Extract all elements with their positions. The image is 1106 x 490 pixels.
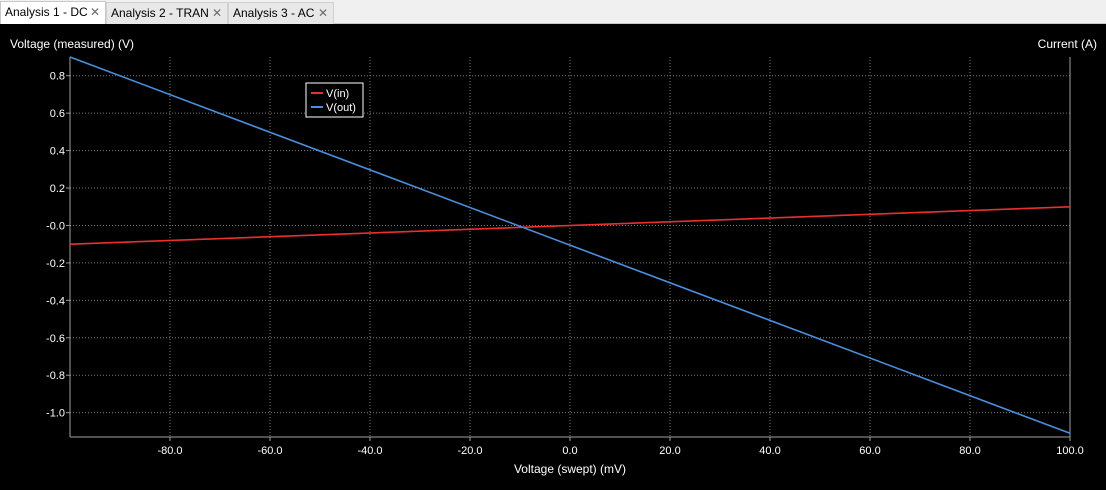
close-icon[interactable]: ✕ xyxy=(317,6,328,20)
series-line-vout xyxy=(69,56,1071,435)
y-tick-label: -0.0 xyxy=(46,220,65,232)
x-axis-title: Voltage (swept) (mV) xyxy=(514,462,626,476)
y-tick-label: 0.6 xyxy=(50,108,65,120)
tab-analysis-1[interactable]: Analysis 1 - DC ✕ xyxy=(0,1,106,24)
y-tick-label: 0.4 xyxy=(50,146,65,158)
x-tick-label: -40.0 xyxy=(357,445,382,457)
x-tick-label: 20.0 xyxy=(659,445,680,457)
tab-bar: Analysis 1 - DC ✕ Analysis 2 - TRAN ✕ An… xyxy=(0,0,1106,24)
y-axis-title: Voltage (measured) (V) xyxy=(10,37,134,51)
x-tick-label: -20.0 xyxy=(457,445,482,457)
y-tick-label: -0.2 xyxy=(46,258,65,270)
x-tick-label: 80.0 xyxy=(959,445,980,457)
legend-label: V(in) xyxy=(326,88,349,100)
tab-label: Analysis 2 - TRAN xyxy=(111,6,209,20)
close-icon[interactable]: ✕ xyxy=(211,6,222,20)
y-tick-label: -0.6 xyxy=(46,333,65,345)
y-tick-label: -1.0 xyxy=(46,408,65,420)
y-tick-label: 0.2 xyxy=(50,183,65,195)
tick-labels: -80.0 -60.0 -40.0 -20.0 0.0 20.0 40.0 60.0 80.0 1… xyxy=(46,71,1084,457)
close-icon[interactable]: ✕ xyxy=(89,5,100,19)
axes xyxy=(66,57,1071,441)
x-tick-label: 40.0 xyxy=(759,445,780,457)
y-tick-label: -0.8 xyxy=(46,370,65,382)
y2-axis-title: Current (A) xyxy=(1038,37,1097,51)
tab-label: Analysis 1 - DC xyxy=(5,5,88,19)
x-tick-label: 100.0 xyxy=(1056,445,1084,457)
x-tick-label: -80.0 xyxy=(157,445,182,457)
y-tick-label: 0.8 xyxy=(50,71,65,83)
x-tick-label: -60.0 xyxy=(257,445,282,457)
tab-analysis-2[interactable]: Analysis 2 - TRAN ✕ xyxy=(106,2,228,24)
x-tick-label: 0.0 xyxy=(562,445,577,457)
series-lines xyxy=(69,56,1071,435)
x-tick-label: 60.0 xyxy=(859,445,880,457)
tab-analysis-3[interactable]: Analysis 3 - AC ✕ xyxy=(228,2,334,24)
tab-label: Analysis 3 - AC xyxy=(233,6,315,20)
chart-panel: Voltage (measured) (V) Current (A) Volta… xyxy=(0,24,1106,485)
legend[interactable]: V(in) V(out) xyxy=(305,82,364,118)
dc-analysis-chart: Voltage (measured) (V) Current (A) Volta… xyxy=(10,37,1097,476)
grid xyxy=(70,57,1070,437)
y-tick-label: -0.4 xyxy=(46,295,65,307)
legend-label: V(out) xyxy=(326,102,356,114)
legend-box[interactable] xyxy=(305,82,364,118)
series-line-vin xyxy=(69,206,1071,245)
